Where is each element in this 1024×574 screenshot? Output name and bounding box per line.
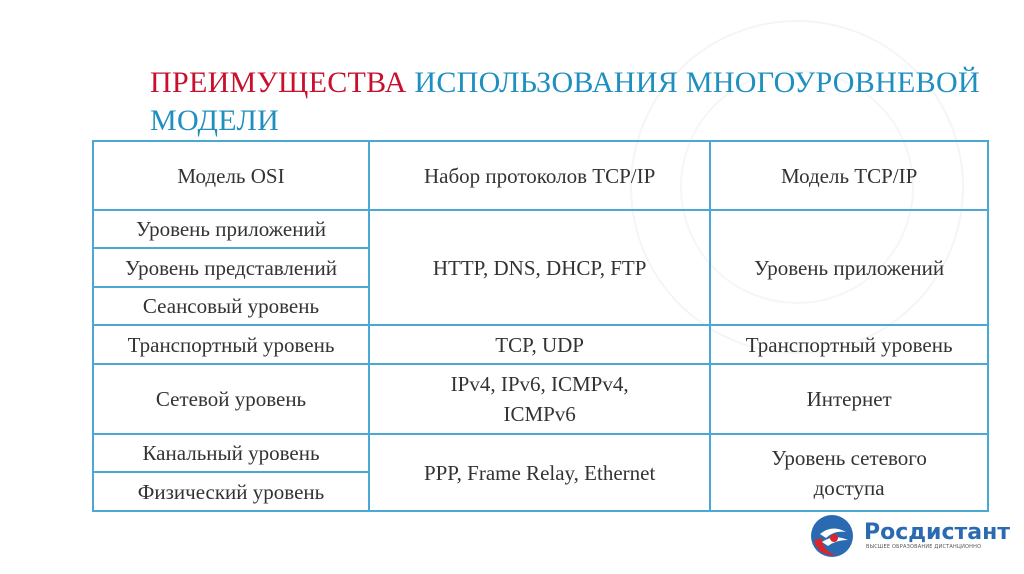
protocol-cell: HTTP, DNS, DHCP, FTP <box>367 209 712 326</box>
protocol-cell: IPv4, IPv6, ICMPv4, ICMPv6 <box>367 363 712 435</box>
slide-title: ПРЕИМУЩЕСТВА ИСПОЛЬЗОВАНИЯ МНОГОУРОВНЕВО… <box>150 64 980 140</box>
table-row: Уровень представлений <box>92 247 988 288</box>
title-line2: МОДЕЛИ <box>150 104 280 137</box>
osi-cell: Уровень приложений <box>92 209 370 249</box>
tcpip-cell: Интернет <box>709 363 989 435</box>
title-main: ИСПОЛЬЗОВАНИЯ МНОГОУРОВНЕВОЙ <box>406 66 980 99</box>
table-row: Сеансовый уровень <box>92 286 988 326</box>
osi-cell: Сетевой уровень <box>92 363 370 435</box>
logo-name: Росдистант <box>864 520 1011 545</box>
protocol-cell: TCP, UDP <box>367 324 712 365</box>
rosdistant-logo: Росдистант ВЫСШЕЕ ОБРАЗОВАНИЕ ДИСТАНЦИОН… <box>808 512 1010 560</box>
osi-cell: Сеансовый уровень <box>92 286 370 326</box>
osi-cell: Транспортный уровень <box>92 324 370 365</box>
table-row: Транспортный уровень TCP, UDP Транспортн… <box>92 324 989 365</box>
osi-cell: Канальный уровень <box>92 433 370 473</box>
table-row: Канальный уровень PPP, Frame Relay, Ethe… <box>92 433 989 512</box>
osi-cell: Физический уровень <box>92 471 370 512</box>
tcpip-cell: Уровень сетевого доступа <box>709 433 989 512</box>
tcpip-cell: Уровень приложений <box>709 209 989 326</box>
logo-tagline: ВЫСШЕЕ ОБРАЗОВАНИЕ ДИСТАНЦИОННО <box>866 544 982 550</box>
table-row: Уровень приложений HTTP, DNS, DHCP, FTP … <box>92 209 989 326</box>
protocol-cell: PPP, Frame Relay, Ethernet <box>367 433 712 512</box>
header-cell: Набор протоколов TCP/IP <box>367 140 712 211</box>
title-accent: ПРЕИМУЩЕСТВА <box>150 66 407 99</box>
table-row: Сетевой уровень IPv4, IPv6, ICMPv4, ICMP… <box>92 363 989 435</box>
table-header-row: Модель OSI Набор протоколов TCP/IP Модел… <box>92 140 989 211</box>
osi-cell: Уровень представлений <box>92 247 370 288</box>
osi-tcpip-table: Модель OSI Набор протоколов TCP/IP Модел… <box>92 140 989 512</box>
header-cell: Модель TCP/IP <box>709 140 989 211</box>
header-cell: Модель OSI <box>92 140 370 211</box>
logo-emblem-icon <box>811 515 853 557</box>
tcpip-cell: Транспортный уровень <box>709 324 989 365</box>
table-row: Физический уровень <box>92 471 988 512</box>
